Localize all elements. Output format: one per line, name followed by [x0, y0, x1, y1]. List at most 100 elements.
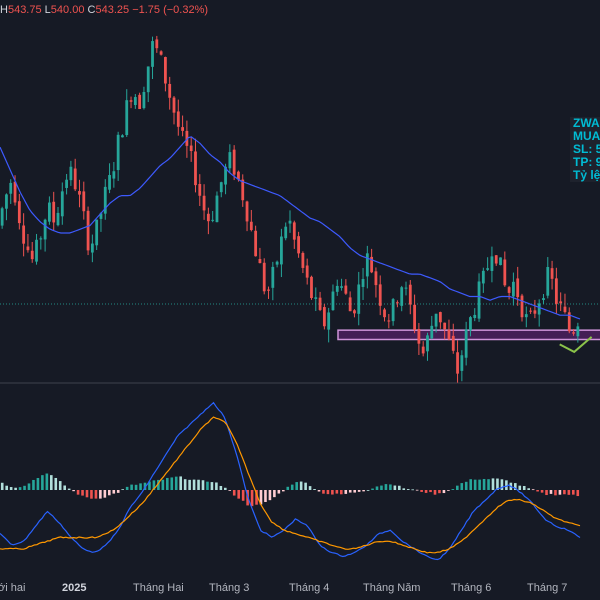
candle-body	[284, 226, 288, 239]
candle	[524, 306, 528, 328]
macd-bar	[384, 484, 388, 490]
candle	[60, 182, 64, 225]
candle	[138, 92, 142, 110]
candle-body	[507, 287, 511, 293]
macd-bar	[41, 475, 44, 490]
candle	[133, 94, 137, 109]
candle-body	[546, 267, 550, 296]
candle	[116, 131, 120, 181]
candle-body	[219, 182, 223, 193]
candle	[576, 322, 580, 343]
candle	[503, 251, 507, 287]
macd-bar	[442, 490, 446, 494]
candle	[533, 299, 537, 319]
candle-body	[241, 179, 245, 201]
candle	[86, 206, 90, 256]
candle-body	[17, 201, 21, 224]
candle	[95, 219, 99, 251]
macd-bar	[487, 479, 490, 490]
candle-body	[271, 266, 275, 288]
macd-bar	[179, 476, 182, 490]
candle-body	[43, 219, 47, 240]
macd-bar	[540, 490, 544, 493]
macd-bar	[268, 490, 272, 501]
candle	[430, 315, 434, 340]
candle	[78, 179, 81, 208]
candle-body	[189, 145, 193, 152]
candle-body	[249, 221, 253, 231]
macd-bar	[206, 481, 209, 490]
ohlc-c-value: 543.25	[95, 4, 130, 16]
candle	[262, 258, 266, 295]
candle-body	[78, 191, 81, 195]
candle-body	[537, 303, 541, 315]
macd-bar	[406, 489, 410, 490]
macd-bar	[536, 490, 539, 492]
candle	[353, 309, 356, 318]
candle-body	[494, 255, 498, 264]
macd-bar	[67, 488, 71, 490]
macd-bar	[554, 490, 557, 496]
candle-body	[5, 194, 8, 209]
candle-body	[353, 310, 356, 314]
macd-bar	[81, 490, 84, 496]
candle-body	[254, 230, 258, 257]
ohlc-l-value: 540.00	[50, 4, 85, 16]
macd-bar	[174, 476, 178, 490]
x-label-1: 2025	[62, 582, 87, 594]
candle-body	[30, 250, 34, 260]
candle	[331, 284, 335, 311]
candle-body	[413, 304, 416, 330]
candle	[146, 66, 150, 103]
candle	[129, 96, 133, 109]
candle	[426, 332, 429, 361]
candle-body	[151, 41, 154, 67]
candle-body	[116, 134, 120, 171]
candle	[490, 246, 494, 283]
macd-bar	[125, 486, 129, 490]
candle-body	[39, 238, 43, 240]
candle-body	[224, 166, 227, 185]
macd-bar	[482, 478, 486, 490]
macd-bar	[108, 490, 111, 496]
candle-body	[408, 284, 412, 305]
candle	[280, 228, 283, 278]
candle	[271, 261, 275, 301]
candle	[56, 207, 60, 227]
candle-body	[400, 287, 404, 306]
macd-bar	[514, 483, 517, 490]
candle-body	[292, 222, 296, 240]
macd-bar	[290, 484, 294, 490]
macd-bar	[197, 479, 200, 490]
macd-bar	[183, 479, 187, 490]
candle	[396, 300, 399, 308]
x-label-0: ới hai	[0, 582, 26, 594]
macd-bar	[94, 490, 98, 499]
candle	[228, 144, 232, 174]
candle-body	[155, 39, 159, 49]
macd-bar	[130, 484, 133, 490]
macd-bar	[14, 487, 17, 490]
candle	[340, 278, 343, 291]
macd-bar	[282, 490, 285, 492]
macd-bar	[18, 487, 22, 490]
macd-bar	[273, 490, 276, 498]
macd-bar	[398, 485, 401, 490]
macd-bar	[152, 480, 156, 490]
candle	[254, 225, 258, 257]
candle	[417, 322, 421, 356]
macd-bar	[496, 478, 499, 490]
candle-body	[142, 91, 146, 109]
candle	[103, 179, 107, 220]
x-label-4: Tháng 4	[289, 582, 330, 594]
candle	[65, 173, 68, 195]
candle-body	[121, 135, 124, 138]
macd-bar	[50, 475, 53, 490]
trade-info-box[interactable]: ZWA MUA SL: 5 TP: 9 Tỷ lệ	[570, 117, 600, 182]
candle-body	[387, 320, 391, 322]
macd-bar	[103, 490, 107, 498]
info-line-2: MUA	[573, 130, 600, 143]
candle	[258, 247, 262, 264]
macd-bar	[170, 477, 174, 490]
